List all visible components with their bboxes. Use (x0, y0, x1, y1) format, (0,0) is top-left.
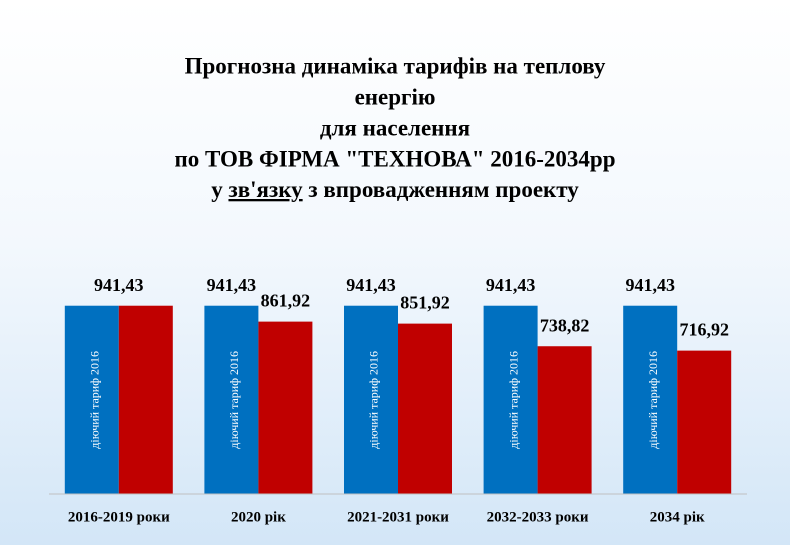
x-tick-label: 2016-2019 роки (68, 509, 170, 525)
bar (677, 350, 732, 494)
bar (64, 305, 119, 494)
value-label: 941,43 (625, 275, 675, 295)
value-label: 738,82 (540, 315, 590, 335)
chart-title: енергію (355, 84, 436, 109)
x-tick-label: 2034 рік (650, 509, 705, 525)
value-label: 941,43 (94, 275, 144, 295)
bar (344, 305, 398, 494)
bar (398, 323, 452, 494)
bar (623, 305, 678, 494)
x-tick-label: 2020 рік (231, 509, 286, 525)
bar (204, 305, 259, 494)
chart-title: Прогнозна динаміка тарифів на теплову (185, 53, 606, 78)
x-tick-label: 2032-2033 роки (487, 509, 589, 525)
bar-series-label: діючий тариф 2016 (646, 351, 660, 449)
chart-title: у зв'язку з впровадженням проекту (211, 177, 579, 202)
bar-series-label: діючий тариф 2016 (227, 351, 241, 449)
bar (537, 346, 592, 494)
x-tick-label: 2021-2031 роки (347, 509, 449, 525)
value-label: 861,92 (261, 291, 311, 311)
bar-series-label: діючий тариф 2016 (506, 351, 520, 449)
value-label: 941,43 (346, 275, 396, 295)
value-label: 851,92 (400, 293, 450, 313)
value-label: 716,92 (679, 320, 729, 340)
value-label: 941,43 (486, 275, 536, 295)
value-label: 941,43 (207, 275, 257, 295)
bar (118, 305, 173, 494)
bar (483, 305, 538, 494)
chart-title: по ТОВ ФІРМА "ТЕХНОВА" 2016-2034рр (174, 146, 615, 171)
chart-title: для населення (320, 115, 470, 140)
bar (258, 321, 313, 494)
bar-series-label: діючий тариф 2016 (88, 351, 102, 449)
bar-series-label: діючий тариф 2016 (367, 351, 381, 449)
